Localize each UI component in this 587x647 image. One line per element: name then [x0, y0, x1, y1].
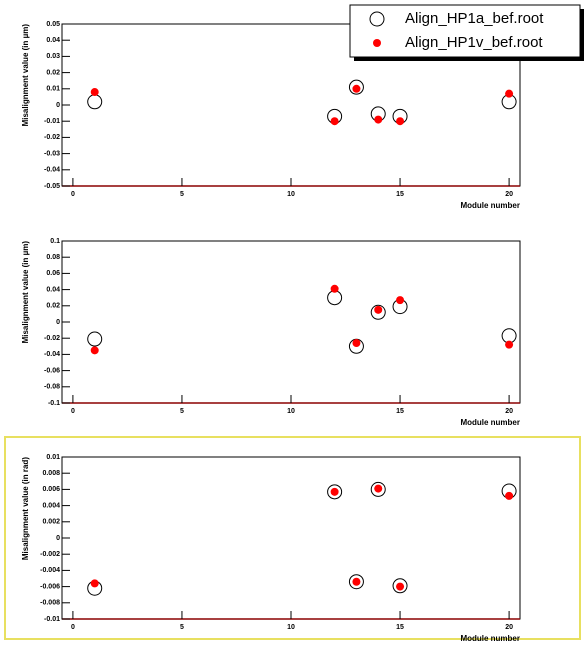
x-tick-label: 15 — [396, 191, 404, 198]
x-axis-label: Module number — [460, 634, 520, 643]
y-tick-label: -0.006 — [40, 583, 60, 590]
dot-marker — [330, 487, 339, 496]
x-axis-label: Module number — [460, 418, 520, 427]
dot-marker — [352, 84, 361, 93]
y-tick-label: 0.06 — [46, 270, 60, 277]
y-tick-label: -0.08 — [44, 384, 60, 391]
x-tick-label: 0 — [71, 624, 75, 631]
dot-marker — [505, 491, 514, 500]
legend-label: Align_HP1v_bef.root — [405, 34, 543, 51]
x-tick-label: 20 — [505, 408, 513, 415]
y-tick-label: 0.002 — [42, 519, 60, 526]
x-tick-label: 10 — [287, 408, 295, 415]
dot-marker — [352, 577, 361, 586]
x-tick-label: 20 — [505, 624, 513, 631]
y-axis-label: Misalignment value (in rad) — [21, 457, 30, 560]
y-tick-label: 0.1 — [50, 238, 60, 245]
legend-marker — [373, 39, 381, 47]
legend-label: Align_HP1a_bef.root — [405, 10, 544, 27]
y-tick-label: -0.04 — [44, 167, 60, 174]
y-tick-label: 0.004 — [42, 502, 60, 509]
dot-marker — [374, 305, 383, 314]
dot-marker — [505, 89, 514, 98]
x-tick-label: 20 — [505, 191, 513, 198]
y-tick-label: -0.03 — [44, 150, 60, 157]
x-tick-label: 15 — [396, 408, 404, 415]
y-tick-label: 0.05 — [46, 21, 60, 28]
dot-marker — [505, 340, 514, 349]
x-tick-label: 5 — [180, 191, 184, 198]
dot-marker — [396, 296, 405, 305]
plot-frame — [61, 240, 521, 404]
x-tick-label: 5 — [180, 624, 184, 631]
dot-marker — [330, 117, 339, 126]
y-tick-label: -0.02 — [44, 134, 60, 141]
y-tick-label: -0.05 — [44, 183, 60, 190]
y-tick-label: 0.02 — [46, 69, 60, 76]
y-tick-label: -0.04 — [44, 351, 60, 358]
x-tick-label: 10 — [287, 624, 295, 631]
selection-frame — [4, 436, 581, 640]
dot-marker — [396, 117, 405, 126]
y-tick-label: 0.006 — [42, 486, 60, 493]
y-tick-label: 0.01 — [46, 86, 60, 93]
open-marker — [87, 94, 103, 110]
dot-marker — [374, 484, 383, 493]
x-tick-label: 0 — [71, 408, 75, 415]
open-marker — [87, 331, 103, 347]
dot-marker — [90, 88, 99, 97]
y-tick-label: -0.01 — [44, 118, 60, 125]
legend-box — [349, 4, 581, 58]
dot-marker — [352, 339, 361, 348]
legend-marker — [369, 11, 385, 27]
x-axis-label: Module number — [460, 201, 520, 210]
y-tick-label: -0.004 — [40, 567, 60, 574]
dot-marker — [374, 115, 383, 124]
y-tick-label: -0.01 — [44, 616, 60, 623]
dot-marker — [396, 582, 405, 591]
x-tick-label: 0 — [71, 191, 75, 198]
y-tick-label: 0.03 — [46, 53, 60, 60]
y-tick-label: 0.01 — [46, 454, 60, 461]
y-tick-label: 0.04 — [46, 286, 60, 293]
dot-marker — [90, 346, 99, 355]
y-tick-label: 0 — [56, 319, 60, 326]
y-tick-label: -0.06 — [44, 367, 60, 374]
y-tick-label: 0.04 — [46, 37, 60, 44]
y-tick-label: -0.1 — [48, 400, 60, 407]
y-tick-label: 0.02 — [46, 303, 60, 310]
y-tick-label: -0.02 — [44, 335, 60, 342]
open-marker — [501, 328, 517, 344]
y-axis-label: Misalignment value (in µm) — [21, 241, 30, 344]
dot-marker — [90, 579, 99, 588]
y-tick-label: -0.002 — [40, 551, 60, 558]
y-tick-label: 0 — [56, 535, 60, 542]
dot-marker — [330, 284, 339, 293]
y-tick-label: 0.08 — [46, 254, 60, 261]
open-marker — [327, 290, 343, 306]
y-tick-label: -0.008 — [40, 600, 60, 607]
y-tick-label: 0.008 — [42, 470, 60, 477]
y-axis-label: Misalignment value (in µm) — [21, 24, 30, 127]
plot-frame — [61, 456, 521, 620]
x-tick-label: 5 — [180, 408, 184, 415]
x-tick-label: 10 — [287, 191, 295, 198]
x-tick-label: 15 — [396, 624, 404, 631]
y-tick-label: 0 — [56, 102, 60, 109]
